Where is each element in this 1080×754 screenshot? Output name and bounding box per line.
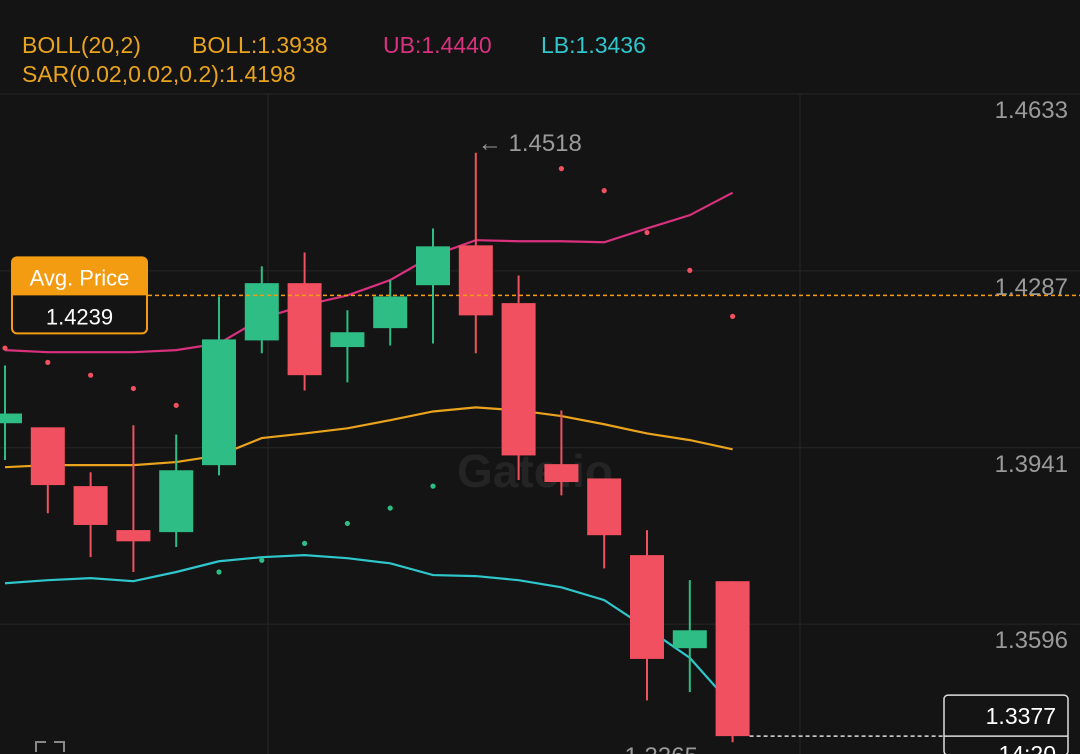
legend-entry: LB:1.3436 xyxy=(541,32,646,58)
sar-dot xyxy=(302,540,308,546)
indicator-line xyxy=(4,406,733,469)
candle-body xyxy=(672,630,707,649)
candle-body xyxy=(244,283,279,341)
candle-body xyxy=(159,470,194,533)
sar-dot xyxy=(88,372,94,378)
sar-dot xyxy=(216,569,222,575)
candle-body xyxy=(202,339,236,466)
sar-dot xyxy=(687,267,693,273)
candle-body xyxy=(715,581,750,737)
indicator-line xyxy=(4,554,734,707)
candle-body xyxy=(116,530,151,542)
avg-price-value: 1.4239 xyxy=(46,304,113,329)
y-tick-label: 1.4287 xyxy=(995,274,1068,301)
sar-dot xyxy=(730,313,736,319)
candle-body xyxy=(287,283,322,376)
candle-body xyxy=(0,413,22,424)
sar-dot xyxy=(2,345,8,351)
y-tick-label: 1.3941 xyxy=(995,451,1068,478)
expand-icon[interactable] xyxy=(35,741,65,752)
candle-body xyxy=(30,427,65,486)
sar-dot xyxy=(130,385,136,392)
legend-entry: SAR(0.02,0.02,0.2):1.4198 xyxy=(22,61,296,87)
legend-entry: UB:1.4440 xyxy=(383,32,492,58)
candle-body xyxy=(501,303,536,456)
high-marker: ← 1.4518 xyxy=(478,130,582,157)
candle-body xyxy=(416,246,450,286)
sar-dot xyxy=(644,229,650,236)
sar-dot xyxy=(558,166,565,172)
candle-body xyxy=(73,486,108,525)
last-price-box xyxy=(943,694,1069,754)
sar-dot xyxy=(387,505,393,511)
candle-body xyxy=(330,332,365,348)
candle-body xyxy=(458,245,493,316)
sar-dot xyxy=(430,483,436,489)
y-tick-label: 1.4633 xyxy=(995,97,1068,124)
avg-price-label: Avg. Price xyxy=(30,265,130,290)
countdown-label: 14:20 xyxy=(998,741,1056,754)
plot-area: 1.4633 1.4287 1.3941 1.3596 ← 1.4518 1.3365 →… xyxy=(0,93,1080,754)
sar-dot xyxy=(45,359,51,365)
sar-dot xyxy=(344,520,350,527)
sar-dot xyxy=(173,402,179,408)
candle-body xyxy=(587,478,622,536)
indicator-line xyxy=(4,191,734,354)
sar-dot xyxy=(259,557,265,563)
candle-body xyxy=(373,296,408,329)
y-tick-label: 1.3596 xyxy=(995,627,1068,654)
sar-dot xyxy=(601,188,607,194)
avg-price-header xyxy=(12,257,147,296)
legend-entry: BOLL:1.3938 xyxy=(192,32,328,58)
candle-body xyxy=(544,464,579,483)
last-price-value: 1.3377 xyxy=(986,703,1056,729)
low-marker: 1.3365 → xyxy=(625,743,729,754)
candle-body xyxy=(630,555,664,659)
indicator-label: BOLL(20,2) xyxy=(22,32,141,58)
